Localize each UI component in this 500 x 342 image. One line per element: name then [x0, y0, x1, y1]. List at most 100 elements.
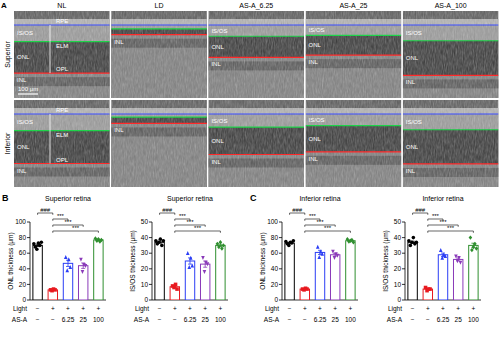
oct-image: [403, 100, 499, 187]
y-tick: [149, 222, 152, 223]
opl-line: [14, 163, 110, 164]
y-tick-label: 10: [141, 281, 149, 288]
bar: [63, 263, 72, 300]
oct-image: [403, 11, 499, 98]
data-point: [203, 270, 207, 274]
chart-title: Superior retina: [167, 195, 213, 203]
rpe-line: [306, 113, 402, 114]
significance-label: ###: [162, 207, 173, 213]
x-table-cell: +: [426, 305, 430, 312]
y-tick-label: 40: [271, 265, 279, 272]
layer-label: RPE: [56, 107, 68, 113]
layer-label: ELM: [56, 43, 68, 49]
y-tick: [279, 268, 282, 269]
layer-label: ELM: [56, 132, 68, 138]
error-bar-cap: [81, 268, 85, 269]
bar: [216, 245, 225, 300]
error-bar: [441, 253, 445, 256]
y-tick: [27, 253, 30, 254]
x-table-cell: −: [426, 316, 430, 323]
chart-title: Inferior retina: [299, 195, 340, 202]
row-label: Superior: [4, 41, 12, 68]
rpe-line: [208, 24, 304, 25]
oct-image: [208, 100, 304, 187]
y-tick-label: 30: [394, 249, 402, 256]
data-point: [305, 287, 309, 291]
x-table-cell: +: [303, 305, 307, 312]
column-header: AS-A_100: [435, 2, 467, 10]
chart-title: Superior retina: [45, 195, 91, 203]
x-table-row-label: AS-A: [12, 316, 28, 323]
y-tick-label: 50: [141, 218, 149, 225]
data-point: [456, 259, 460, 263]
data-point: [187, 265, 191, 269]
data-point: [317, 255, 321, 259]
scale-bar-label: 100 μm: [18, 86, 38, 92]
layer-label: ONL: [309, 136, 322, 142]
layer-label: OPL: [56, 66, 69, 72]
oct-image: [14, 11, 110, 98]
rpe-line: [208, 113, 304, 114]
column-header: AS-A_6.25: [239, 2, 273, 10]
y-tick: [27, 300, 30, 301]
opl-line: [111, 123, 207, 124]
significance-label: ***: [64, 219, 72, 225]
y-tick-label: 40: [19, 265, 27, 272]
y-tick: [402, 268, 405, 269]
data-point: [469, 235, 473, 239]
data-point: [320, 252, 324, 256]
x-table-cell: +: [188, 305, 192, 312]
data-point: [190, 263, 194, 267]
y-axis: [152, 222, 153, 300]
y-tick: [27, 268, 30, 269]
layer-label: INL: [17, 77, 27, 83]
x-table-row-label: AS-A: [387, 316, 403, 323]
layer-label: INL: [211, 159, 221, 165]
x-table-cell: −: [158, 305, 162, 312]
y-tick: [402, 253, 405, 254]
elm-line: [306, 125, 402, 126]
x-table-cell: 100: [468, 316, 479, 323]
rpe-line: [403, 24, 499, 25]
x-table-cell: +: [51, 305, 55, 312]
data-point: [459, 261, 463, 265]
oct-image: [14, 100, 110, 187]
significance-label: ###: [40, 207, 51, 213]
significance-label: ***: [57, 213, 65, 219]
significance-label: ***: [309, 213, 317, 219]
x-table-cell: +: [66, 305, 70, 312]
significance-label: ***: [447, 225, 455, 231]
data-point: [189, 256, 193, 260]
elm-line: [208, 36, 304, 37]
layer-label: IS/OS: [309, 117, 325, 123]
error-bar-cap: [441, 253, 445, 254]
rpe-line: [403, 113, 499, 114]
x-table-cell: 6.25: [314, 316, 327, 323]
chart: Superior retinaIS/OS thickness (μm)01020…: [129, 195, 228, 323]
y-tick: [27, 237, 30, 238]
x-table-cell: −: [36, 316, 40, 323]
layer-label: OPL: [56, 157, 69, 163]
bar: [438, 255, 447, 300]
plot-area: [284, 237, 355, 300]
y-tick-label: 20: [271, 281, 279, 288]
y-tick: [402, 237, 405, 238]
y-tick: [402, 300, 405, 301]
y-tick: [279, 222, 282, 223]
layer-bracket: [50, 131, 51, 164]
layer-label: INL: [406, 79, 416, 85]
figure: ANLLDAS-A_6.25AS-A_25AS-A_100SuperiorRPE…: [0, 0, 500, 342]
data-point: [292, 239, 296, 243]
bar: [78, 266, 87, 300]
layer-label: INL: [114, 39, 124, 45]
opl-line: [111, 34, 207, 35]
layer-label: INL: [114, 127, 124, 133]
image-background: [111, 100, 207, 187]
x-table-cell: 100: [345, 316, 356, 323]
panel-label: B: [2, 193, 9, 203]
y-axis: [30, 222, 31, 300]
data-point: [415, 240, 419, 244]
y-tick: [149, 300, 152, 301]
speckle: [403, 100, 499, 187]
data-point: [64, 255, 68, 259]
